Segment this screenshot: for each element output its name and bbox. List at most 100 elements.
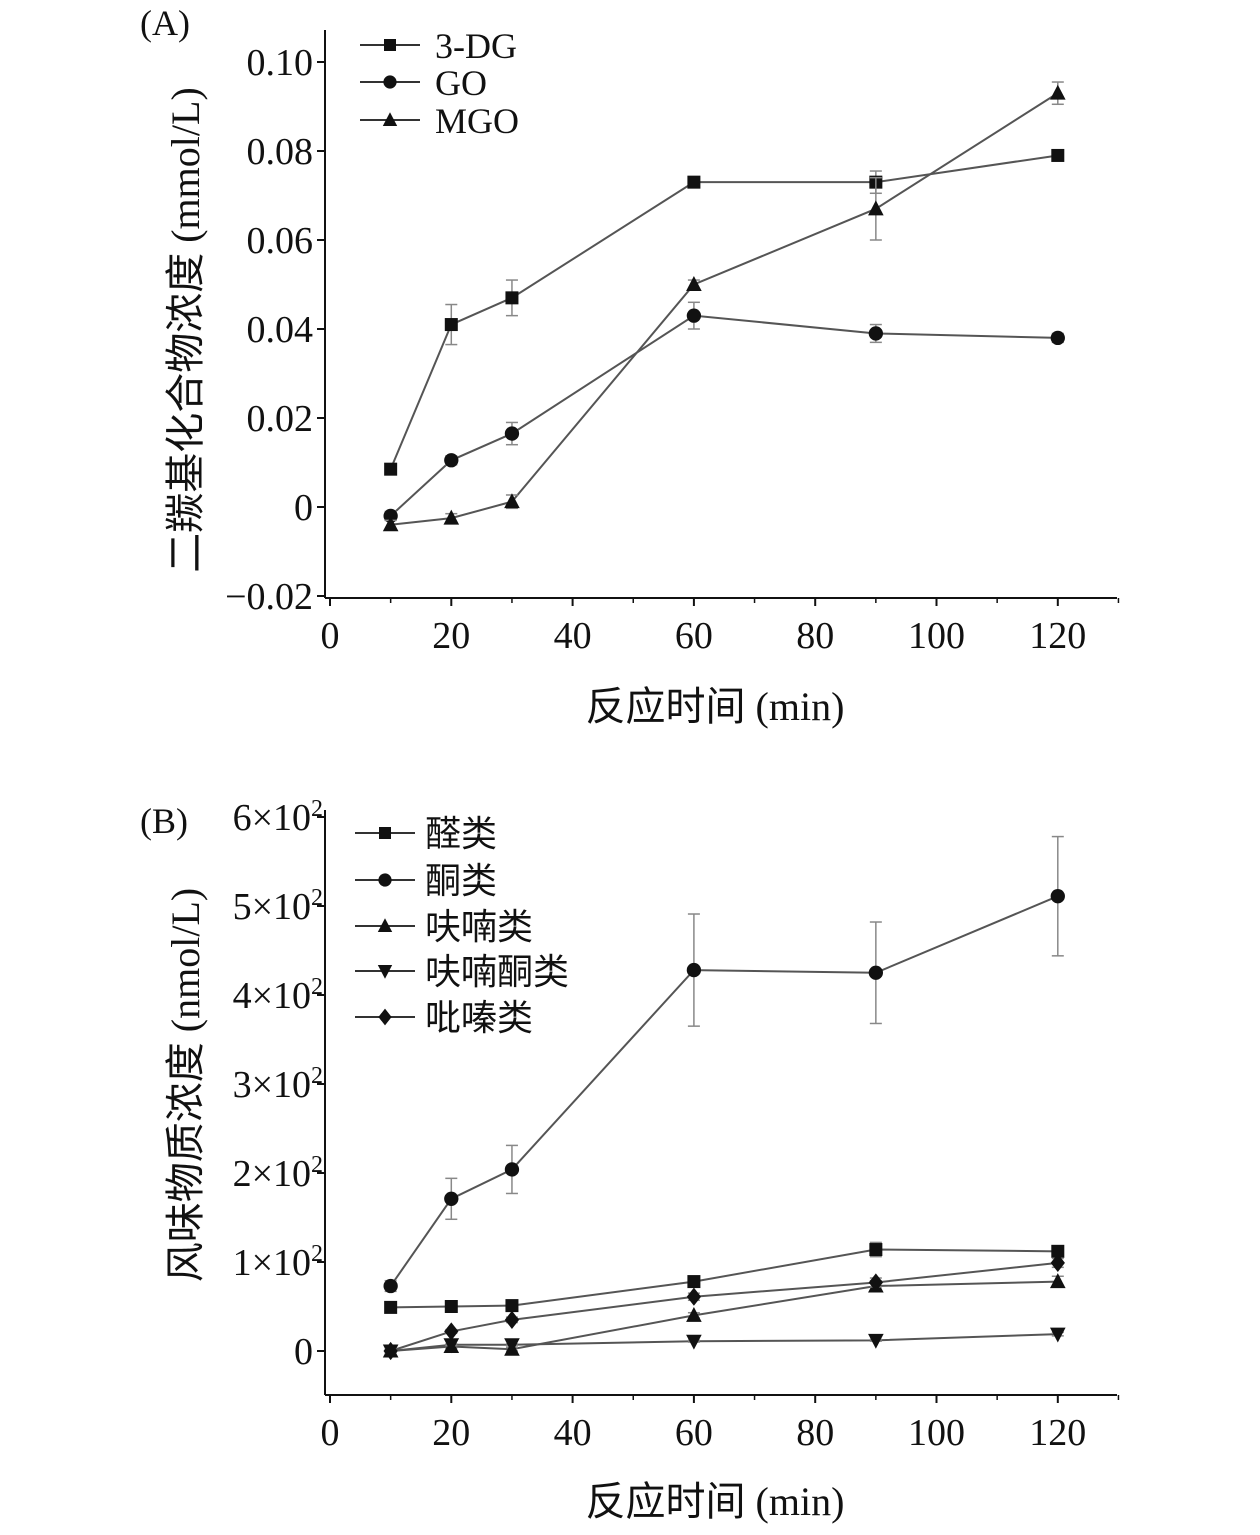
series-MGO — [382, 81, 1066, 532]
legend-item: 酮类 — [355, 861, 497, 901]
data-point — [384, 1300, 398, 1314]
data-point — [686, 1287, 702, 1306]
y-tick-label: 0 — [294, 487, 313, 529]
x-tick-label: 0 — [321, 1412, 340, 1454]
x-tick-label: 100 — [908, 1412, 965, 1454]
data-point — [1051, 148, 1065, 162]
data-point — [505, 1299, 519, 1313]
y-tick-label: 0.06 — [247, 220, 314, 262]
data-point — [1050, 889, 1065, 904]
legend-label: 呋喃酮类 — [425, 952, 569, 992]
data-point — [504, 1338, 520, 1354]
y-tick-label: −0.02 — [225, 576, 313, 618]
data-point — [686, 1306, 702, 1322]
y-tick-label: 3×102 — [233, 1063, 323, 1106]
y-tick-label: 0.02 — [247, 398, 314, 440]
legend-label: 吡嗪类 — [425, 998, 533, 1038]
data-point — [443, 509, 460, 525]
data-point — [504, 493, 520, 509]
y-axis-label: 二羰基化合物浓度 (mmol/L) — [163, 87, 208, 573]
y-tick-label: 0.10 — [247, 42, 314, 84]
data-point — [1051, 1244, 1065, 1258]
legend-item: 吡嗪类 — [355, 998, 533, 1038]
x-tick-label: 60 — [675, 615, 713, 657]
legend-label: 酮类 — [425, 861, 497, 901]
data-point — [868, 326, 883, 341]
data-point — [444, 453, 459, 468]
y-tick-label: 2×102 — [233, 1152, 323, 1195]
x-tick-label: 120 — [1029, 615, 1086, 657]
data-point — [1050, 84, 1066, 100]
data-point — [869, 1243, 883, 1257]
legend-marker — [377, 965, 393, 979]
legend-marker — [378, 873, 392, 887]
legend-marker — [378, 1008, 392, 1026]
y-tick-label: 0.04 — [247, 309, 314, 351]
y-tick-label: 0.08 — [247, 131, 314, 173]
x-tick-label: 80 — [796, 615, 834, 657]
legend-item: 3-DG — [360, 26, 517, 66]
data-point — [868, 1273, 883, 1292]
y-tick-label: 0 — [294, 1331, 313, 1373]
series-line — [390, 1261, 1058, 1352]
series-酮类 — [383, 835, 1065, 1294]
series-醛类 — [384, 1241, 1065, 1314]
data-point — [687, 1275, 701, 1289]
data-point — [383, 1341, 398, 1361]
y-tick-label: 1×102 — [233, 1241, 323, 1284]
y-tick-label: 5×102 — [233, 885, 323, 928]
data-point — [1050, 1327, 1066, 1343]
data-point — [686, 308, 702, 323]
series-line — [390, 92, 1059, 526]
legend-marker — [384, 39, 396, 51]
data-point — [686, 1334, 702, 1350]
series-line — [390, 1248, 1058, 1309]
chart-panel-1: 0 20 40 60 80 100 120 0 1×102 2×102 3×102 4×102 5×10… — [140, 796, 1120, 1524]
series-line — [390, 1333, 1058, 1352]
legend-label: 3-DG — [435, 26, 517, 66]
x-tick-label: 0 — [321, 615, 340, 657]
y-tick-label: 4×102 — [233, 974, 323, 1017]
data-point — [443, 1338, 460, 1354]
data-point — [1050, 1273, 1066, 1289]
legend-item: MGO — [360, 101, 519, 141]
x-tick-label: 120 — [1029, 1412, 1086, 1454]
data-point — [444, 1322, 459, 1341]
legend-item: GO — [360, 63, 487, 103]
series-line — [390, 1280, 1058, 1352]
data-point — [868, 200, 884, 216]
data-point — [504, 1310, 520, 1329]
data-point — [687, 175, 701, 189]
data-point — [382, 516, 399, 532]
series-GO — [383, 301, 1065, 524]
series-line — [389, 314, 1058, 517]
x-tick-label: 40 — [554, 1412, 592, 1454]
data-point — [504, 1162, 520, 1177]
data-point — [686, 962, 702, 978]
legend-label: 醛类 — [425, 814, 497, 854]
data-point — [444, 1191, 459, 1206]
data-point — [444, 1300, 458, 1313]
y-tick-label: 6×102 — [233, 796, 323, 839]
x-axis-label: 反应时间 (min) — [586, 684, 845, 729]
data-point — [868, 1333, 884, 1349]
data-point — [383, 1278, 398, 1294]
legend-item: 呋喃类 — [355, 907, 533, 947]
x-tick-label: 40 — [554, 615, 592, 657]
panel-label: (A) — [140, 3, 190, 43]
x-tick-label: 60 — [675, 1412, 713, 1454]
legend-marker — [377, 918, 393, 932]
legend-label: MGO — [435, 101, 519, 141]
legend-label: GO — [435, 63, 487, 103]
series-line — [389, 895, 1059, 1287]
data-point — [1050, 330, 1065, 346]
data-point — [505, 291, 519, 305]
legend-marker — [379, 827, 391, 839]
x-tick-label: 20 — [432, 1412, 470, 1454]
legend-item: 醛类 — [355, 814, 497, 854]
chart-panel-0: 0 20 40 60 80 100 120−0.0200.020.040.060.080.1… — [140, 3, 1120, 729]
x-tick-label: 20 — [432, 615, 470, 657]
x-tick-label: 80 — [796, 1412, 834, 1454]
